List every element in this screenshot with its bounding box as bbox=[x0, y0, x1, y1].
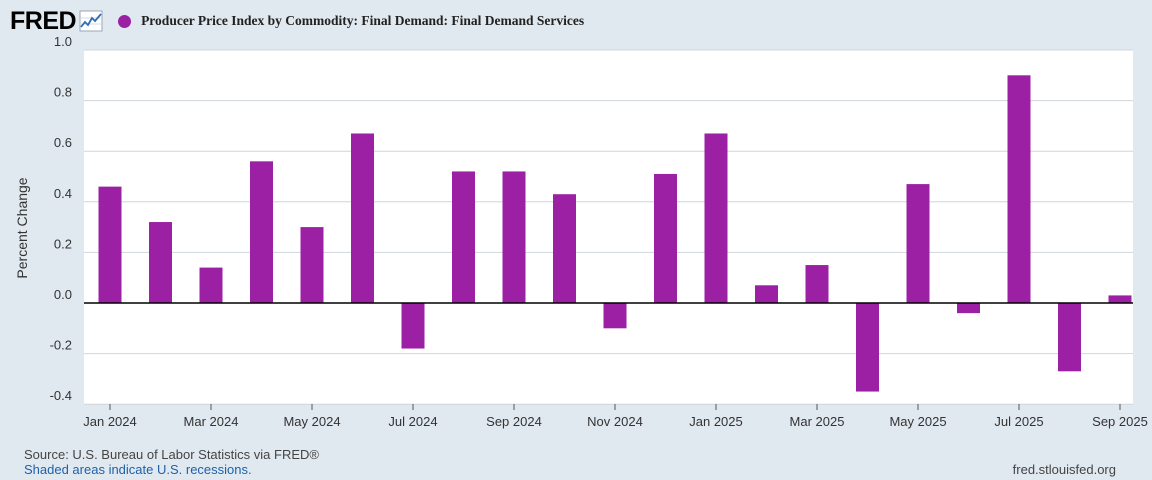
bar-2025-06[interactable] bbox=[957, 303, 980, 314]
chart-line-icon bbox=[79, 10, 103, 32]
bar-2024-10[interactable] bbox=[553, 194, 576, 303]
x-tick-label: Nov 2024 bbox=[587, 414, 643, 429]
x-tick-label: Sep 2025 bbox=[1092, 414, 1148, 429]
bar-2025-07[interactable] bbox=[1007, 75, 1031, 303]
chart-header: FRED Producer Price Index by Commodity: … bbox=[10, 6, 584, 36]
y-axis-label: Percent Change bbox=[14, 177, 30, 278]
x-tick-label: Mar 2024 bbox=[184, 414, 239, 429]
bar-chart: 1.0 0.8 0.6 0.4 0.2 0.0 -0.2 -0.4 Jan 2024 Mar 2… bbox=[14, 34, 1148, 429]
fred-logo[interactable]: FRED bbox=[10, 6, 103, 35]
x-tick-label: Jul 2025 bbox=[994, 414, 1043, 429]
x-tick-label: Mar 2025 bbox=[790, 414, 845, 429]
x-tick-label: Sep 2024 bbox=[486, 414, 542, 429]
y-tick-label: 0.2 bbox=[54, 236, 72, 251]
bar-2025-04[interactable] bbox=[856, 303, 879, 392]
legend: Producer Price Index by Commodity: Final… bbox=[118, 13, 584, 29]
bar-2024-05[interactable] bbox=[300, 227, 324, 303]
bar-2024-07[interactable] bbox=[401, 303, 425, 349]
bar-2024-06[interactable] bbox=[351, 133, 374, 303]
x-tick-label: May 2025 bbox=[889, 414, 946, 429]
bar-2024-03[interactable] bbox=[199, 267, 223, 303]
bar-2025-05[interactable] bbox=[906, 184, 930, 303]
x-axis-ticks: Jan 2024 Mar 2024 May 2024 Jul 2024 Sep 2024… bbox=[83, 404, 1148, 429]
bar-2024-02[interactable] bbox=[149, 222, 172, 303]
x-tick-label: Jan 2024 bbox=[83, 414, 137, 429]
legend-label: Producer Price Index by Commodity: Final… bbox=[141, 13, 585, 28]
bar-2024-01[interactable] bbox=[98, 186, 122, 303]
bar-series bbox=[98, 75, 1132, 392]
y-tick-label: -0.2 bbox=[50, 338, 72, 353]
y-axis-ticks: 1.0 0.8 0.6 0.4 0.2 0.0 -0.2 -0.4 bbox=[50, 34, 72, 403]
bar-2024-11[interactable] bbox=[603, 303, 627, 329]
site-url[interactable]: fred.stlouisfed.org bbox=[1012, 462, 1116, 477]
bar-2025-01[interactable] bbox=[704, 133, 728, 303]
y-tick-label: 1.0 bbox=[54, 34, 72, 49]
x-tick-label: May 2024 bbox=[283, 414, 340, 429]
y-tick-label: 0.8 bbox=[54, 85, 72, 100]
bar-2024-08[interactable] bbox=[452, 171, 475, 303]
fred-logo-text: FRED bbox=[10, 6, 77, 35]
bar-2024-09[interactable] bbox=[502, 171, 526, 303]
x-tick-label: Jul 2024 bbox=[388, 414, 437, 429]
x-tick-label: Jan 2025 bbox=[689, 414, 743, 429]
bar-2025-03[interactable] bbox=[805, 265, 829, 303]
bar-2025-02[interactable] bbox=[755, 285, 778, 303]
bar-2024-12[interactable] bbox=[654, 173, 677, 303]
y-tick-label: 0.4 bbox=[54, 186, 72, 201]
y-tick-label: 0.0 bbox=[54, 287, 72, 302]
legend-marker bbox=[118, 14, 132, 28]
bar-2025-08[interactable] bbox=[1058, 303, 1081, 372]
bar-2024-04[interactable] bbox=[250, 161, 273, 303]
y-tick-label: 0.6 bbox=[54, 135, 72, 150]
source-note: Source: U.S. Bureau of Labor Statistics … bbox=[24, 447, 319, 462]
plot-area bbox=[84, 50, 1133, 404]
y-tick-label: -0.4 bbox=[50, 388, 72, 403]
recession-note[interactable]: Shaded areas indicate U.S. recessions. bbox=[24, 462, 252, 477]
bar-2025-09[interactable] bbox=[1108, 295, 1132, 303]
